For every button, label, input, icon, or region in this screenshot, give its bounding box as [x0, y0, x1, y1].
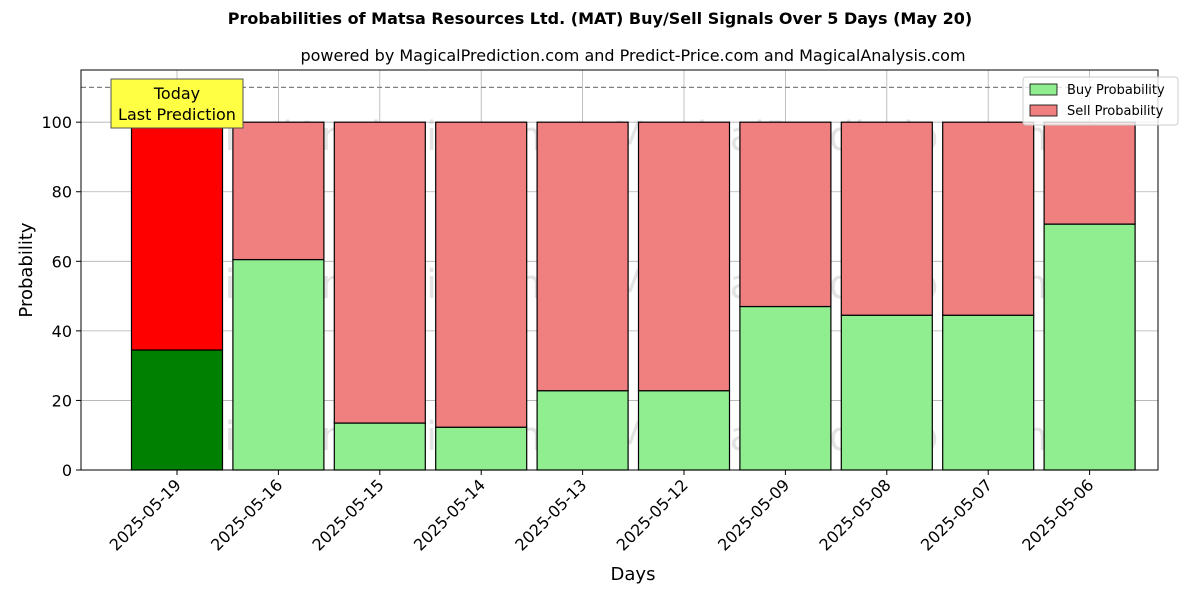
chart-subtitle: powered by MagicalPrediction.com and Pre… [300, 46, 966, 65]
bar-sell-2025-05-08 [840, 121, 933, 316]
bar-sell-2025-05-15 [333, 121, 426, 424]
y-tick-label: 100 [41, 113, 72, 132]
x-tick-label: 2025-05-07 [917, 475, 996, 554]
x-tick-label: 2025-05-13 [511, 475, 590, 554]
y-axis-label: Probability [16, 222, 37, 317]
bar-buy-2025-05-07 [942, 314, 1035, 471]
y-tick-label: 60 [52, 252, 72, 271]
x-tick-label: 2025-05-09 [714, 475, 793, 554]
bar-sell-2025-05-06 [1043, 121, 1136, 225]
y-tick-label: 80 [52, 183, 72, 202]
x-tick-label: 2025-05-16 [207, 475, 286, 554]
bar-buy-2025-05-13 [536, 390, 629, 471]
x-tick-label: 2025-05-08 [815, 475, 894, 554]
y-tick-label: 20 [52, 391, 72, 410]
bar-sell-2025-05-16 [232, 121, 325, 261]
x-tick-label: 2025-05-14 [410, 475, 489, 554]
bar-buy-2025-05-16 [232, 258, 325, 471]
y-tick-label: 0 [62, 461, 72, 480]
bars [81, 86, 1158, 471]
today-annotation-text: Last Prediction [118, 105, 236, 124]
bar-buy-2025-05-19 [130, 349, 224, 471]
y-tick-label: 40 [52, 322, 72, 341]
legend-label-buy: Buy Probability [1067, 83, 1165, 98]
bar-buy-2025-05-15 [333, 422, 426, 471]
chart-title: Probabilities of Matsa Resources Ltd. (M… [227, 9, 973, 28]
legend-swatch-sell [1029, 104, 1058, 117]
today-annotation-text: Today [153, 84, 200, 103]
bar-buy-2025-05-09 [739, 305, 832, 471]
x-axis-label: Days [611, 564, 656, 585]
bar-buy-2025-05-14 [435, 426, 528, 471]
today-annotation-box [110, 78, 244, 129]
legend-swatch-buy [1029, 83, 1058, 96]
legend-label-sell: Sell Probability [1067, 104, 1164, 119]
bar-sell-2025-05-09 [739, 121, 832, 308]
bar-sell-2025-05-14 [435, 121, 528, 428]
today-annotation: Today Last Prediction [110, 78, 244, 129]
bar-buy-2025-05-06 [1043, 223, 1136, 471]
legend: Buy Probability Sell Probability [1022, 76, 1179, 126]
legend-box [1022, 76, 1179, 126]
x-tick-label: 2025-05-12 [613, 475, 692, 554]
x-tick-label: 2025-05-15 [308, 475, 387, 554]
bar-sell-2025-05-12 [637, 121, 731, 392]
bar-sell-2025-05-07 [942, 121, 1035, 316]
x-tick-label: 2025-05-19 [106, 475, 185, 554]
bar-buy-2025-05-12 [637, 390, 731, 471]
bar-sell-2025-05-19 [130, 121, 224, 351]
plot-frame [80, 69, 1159, 471]
bar-sell-2025-05-13 [536, 121, 629, 392]
bar-buy-2025-05-08 [840, 314, 933, 471]
x-tick-label: 2025-05-06 [1018, 475, 1097, 554]
